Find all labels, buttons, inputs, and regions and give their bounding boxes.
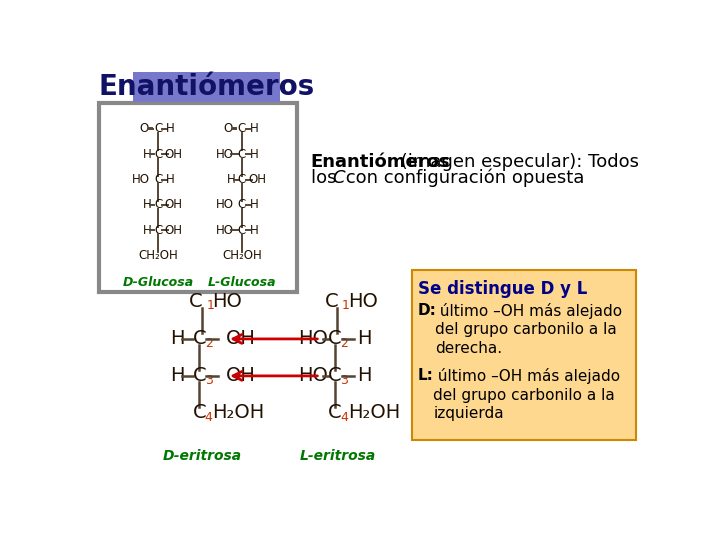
Text: D-eritrosa: D-eritrosa xyxy=(163,449,242,463)
Text: C: C xyxy=(328,329,342,348)
Text: C: C xyxy=(192,329,206,348)
Text: H: H xyxy=(357,329,372,348)
Bar xyxy=(412,271,636,440)
Text: C: C xyxy=(332,168,344,187)
Text: C: C xyxy=(154,173,162,186)
Text: C: C xyxy=(238,122,246,135)
Text: H: H xyxy=(250,122,258,135)
Text: D-Glucosa: D-Glucosa xyxy=(122,276,194,289)
Text: último –OH más alejado
del grupo carbonilo a la
derecha.: último –OH más alejado del grupo carboni… xyxy=(435,303,622,356)
Text: 3: 3 xyxy=(341,374,348,387)
Text: OH: OH xyxy=(165,198,183,212)
Text: 4: 4 xyxy=(341,411,348,424)
Text: O: O xyxy=(223,122,233,135)
Bar xyxy=(132,72,280,102)
Text: HO: HO xyxy=(132,173,150,186)
Text: C: C xyxy=(238,147,246,160)
Text: C: C xyxy=(328,366,342,386)
Text: HO: HO xyxy=(216,198,234,212)
Text: H₂OH: H₂OH xyxy=(212,403,265,422)
Text: C: C xyxy=(192,403,206,422)
Text: H: H xyxy=(143,198,152,212)
Text: Se distingue D y L: Se distingue D y L xyxy=(418,280,588,298)
Text: HO: HO xyxy=(298,329,328,348)
Text: 3: 3 xyxy=(204,374,212,387)
Text: H: H xyxy=(143,224,152,237)
Text: C: C xyxy=(154,224,162,237)
Text: Enantiómeros: Enantiómeros xyxy=(98,73,315,101)
Text: C: C xyxy=(192,366,206,386)
Text: HO: HO xyxy=(348,293,378,312)
Text: H: H xyxy=(250,147,258,160)
Text: HO: HO xyxy=(298,366,328,386)
Text: C: C xyxy=(154,147,162,160)
FancyBboxPatch shape xyxy=(99,103,297,292)
Text: C: C xyxy=(328,403,342,422)
Text: 2: 2 xyxy=(341,337,348,350)
Text: Enantiómeros: Enantiómeros xyxy=(311,153,451,171)
Text: C: C xyxy=(189,293,202,312)
Text: C: C xyxy=(238,224,246,237)
Text: H: H xyxy=(250,198,258,212)
Text: C: C xyxy=(238,198,246,212)
Text: O: O xyxy=(140,122,149,135)
Text: HO: HO xyxy=(212,293,243,312)
Text: C: C xyxy=(154,198,162,212)
Text: 1: 1 xyxy=(206,299,214,312)
Text: C: C xyxy=(154,122,162,135)
Text: L-eritrosa: L-eritrosa xyxy=(300,449,376,463)
Text: H: H xyxy=(250,224,258,237)
Text: H: H xyxy=(143,147,152,160)
Text: H₂OH: H₂OH xyxy=(348,403,400,422)
Text: (imagen especular): Todos: (imagen especular): Todos xyxy=(395,153,639,171)
Text: H: H xyxy=(357,366,372,386)
Text: L:: L: xyxy=(418,368,433,383)
Text: H: H xyxy=(171,366,185,386)
Text: OH: OH xyxy=(225,366,256,386)
Text: L-Glucosa: L-Glucosa xyxy=(207,276,276,289)
Text: OH: OH xyxy=(165,224,183,237)
Text: HO: HO xyxy=(216,224,234,237)
Text: OH: OH xyxy=(165,147,183,160)
Text: H: H xyxy=(166,122,175,135)
Text: D:: D: xyxy=(418,303,437,318)
Text: con configuración opuesta: con configuración opuesta xyxy=(341,168,585,187)
Text: los: los xyxy=(311,168,342,187)
Text: HO: HO xyxy=(216,147,234,160)
Text: H: H xyxy=(227,173,235,186)
Text: OH: OH xyxy=(248,173,266,186)
Text: H: H xyxy=(171,329,185,348)
Text: C: C xyxy=(325,293,338,312)
Text: 4: 4 xyxy=(204,411,212,424)
Text: OH: OH xyxy=(225,329,256,348)
Text: CH₂OH: CH₂OH xyxy=(138,249,178,262)
Text: C: C xyxy=(238,173,246,186)
Text: 2: 2 xyxy=(204,337,212,350)
Text: 1: 1 xyxy=(342,299,350,312)
Text: CH₂OH: CH₂OH xyxy=(222,249,262,262)
Text: H: H xyxy=(166,173,175,186)
Text: último –OH más alejado
del grupo carbonilo a la
izquierda: último –OH más alejado del grupo carboni… xyxy=(433,368,621,421)
